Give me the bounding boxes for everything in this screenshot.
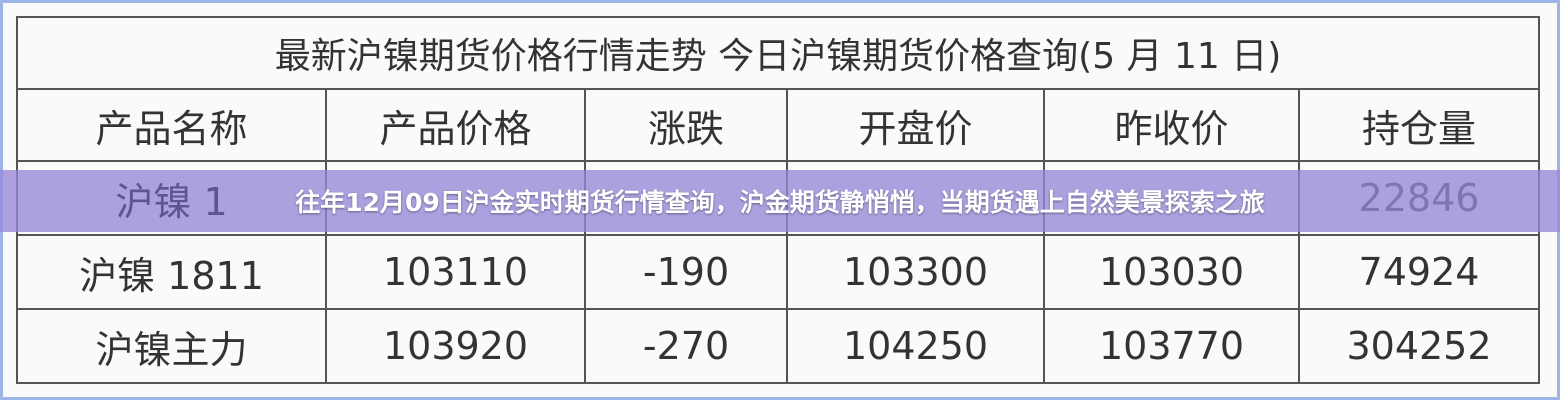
header-cell: 持仓量 <box>1298 88 1540 162</box>
table-cell: 104250 <box>786 308 1045 384</box>
table-cell: 103770 <box>1043 308 1300 384</box>
header-row: 产品名称 产品价格 涨跌 开盘价 昨收价 持仓量 <box>16 88 1540 162</box>
title-banner: 往年12月09日沪金实时期货行情查询，沪金期货静悄悄，当期货遇上自然美景探索之旅 <box>0 170 1560 232</box>
banner-text: 往年12月09日沪金实时期货行情查询，沪金期货静悄悄，当期货遇上自然美景探索之旅 <box>295 188 1265 217</box>
table-cell: -270 <box>584 308 788 384</box>
header-cell: 涨跌 <box>584 88 788 162</box>
header-cell: 昨收价 <box>1043 88 1300 162</box>
table-cell: 沪镍 1811 <box>16 234 327 310</box>
table-row: 沪镍 1811 103110 -190 103300 103030 74924 <box>16 234 1540 310</box>
table-cell-text: 沪镍 1 <box>115 179 228 224</box>
table-cell: 沪镍主力 <box>16 308 327 384</box>
header-cell: 产品价格 <box>325 88 586 162</box>
table-row: 沪镍主力 103920 -270 104250 103770 304252 <box>16 308 1540 384</box>
table-cell: 103300 <box>786 234 1045 310</box>
table-cell: 103920 <box>325 308 586 384</box>
table-cell: 103030 <box>1043 234 1300 310</box>
table-title: 最新沪镍期货价格行情走势 今日沪镍期货价格查询(5 月 11 日) <box>16 16 1540 90</box>
header-cell: 开盘价 <box>786 88 1045 162</box>
header-cell: 产品名称 <box>16 88 327 162</box>
table-cell: 74924 <box>1298 234 1540 310</box>
table-cell: 304252 <box>1298 308 1540 384</box>
table-cell: -190 <box>584 234 788 310</box>
table-cell: 103110 <box>325 234 586 310</box>
